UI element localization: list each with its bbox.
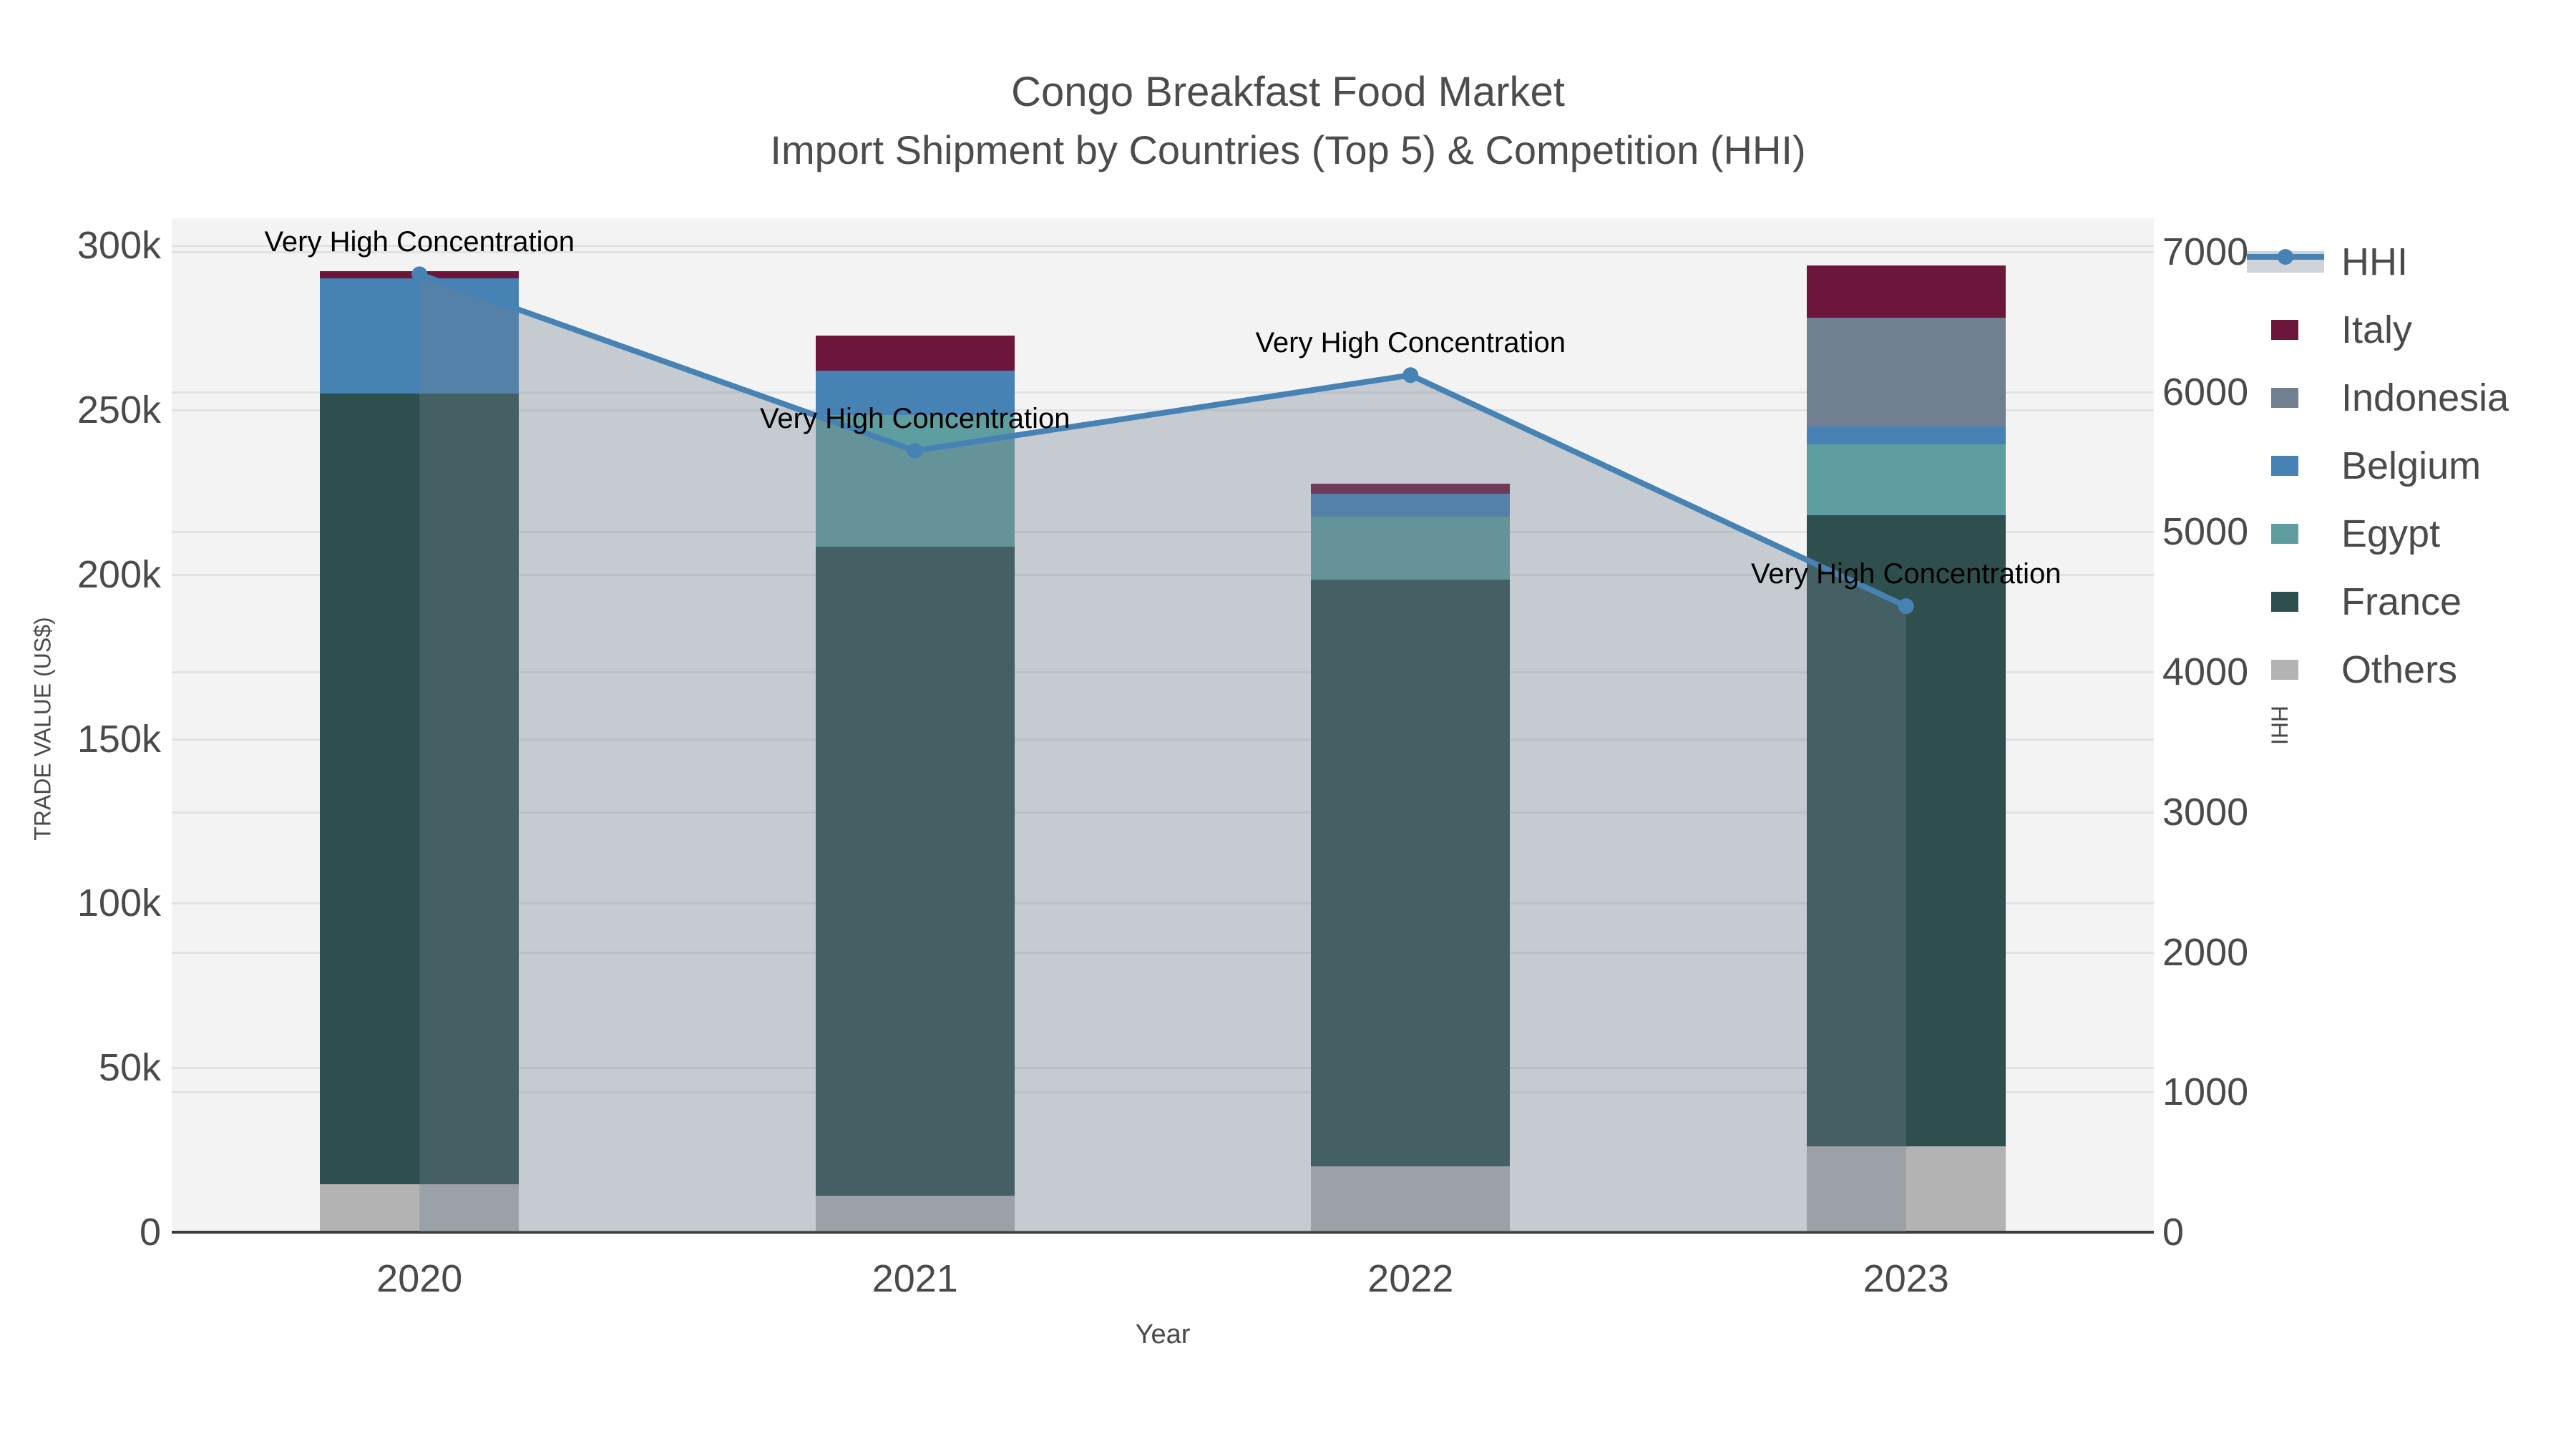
legend-swatch-indonesia-icon	[2247, 387, 2331, 408]
y-right-tick-0: 0	[2162, 1211, 2185, 1254]
gridline-left-100000	[172, 902, 2154, 905]
legend-label-others: Others	[2341, 648, 2458, 691]
annotation-2022: Very High Concentration	[1255, 327, 1566, 359]
legend-label-france: France	[2341, 580, 2462, 623]
gridline-left-50000	[172, 1067, 2154, 1070]
bar-segment-others-2022[interactable]	[1311, 1166, 1511, 1232]
bar-segment-france-2020[interactable]	[320, 393, 519, 1185]
legend-line-sample-icon	[2247, 248, 2331, 273]
y-right-tick-5000: 5000	[2162, 510, 2249, 554]
y-right-tick-4000: 4000	[2162, 650, 2249, 694]
bar-segment-france-2022[interactable]	[1311, 579, 1511, 1167]
y-right-tick-6000: 6000	[2162, 370, 2249, 414]
bar-segment-belgium-2023[interactable]	[1806, 426, 2006, 445]
bar-segment-france-2021[interactable]	[815, 546, 1015, 1196]
legend-item-indonesia[interactable]: Indonesia	[2247, 364, 2509, 431]
legend-item-italy[interactable]: Italy	[2247, 296, 2509, 364]
bar-segment-others-2021[interactable]	[815, 1196, 1015, 1232]
legend-label-italy: Italy	[2341, 308, 2413, 351]
legend-swatch-italy-icon	[2247, 319, 2331, 340]
y-right-tick-2000: 2000	[2162, 930, 2249, 974]
bar-segment-italy-2022[interactable]	[1311, 484, 1511, 494]
chart-subtitle: Import Shipment by Countries (Top 5) & C…	[770, 127, 1806, 172]
annotation-2020: Very High Concentration	[264, 226, 575, 258]
legend-item-hhi[interactable]: HHI	[2247, 228, 2509, 296]
legend-swatch-egypt-icon	[2247, 523, 2331, 544]
gridline-right-2000	[172, 951, 2154, 954]
legend-item-belgium[interactable]: Belgium	[2247, 431, 2509, 499]
legend-label-belgium: Belgium	[2341, 444, 2482, 487]
bar-segment-egypt-2023[interactable]	[1806, 444, 2006, 515]
legend-swatch-france-icon	[2247, 591, 2331, 612]
annotation-2021: Very High Concentration	[759, 402, 1070, 434]
y-right-tick-3000: 3000	[2162, 790, 2249, 834]
bar-segment-egypt-2022[interactable]	[1311, 517, 1511, 580]
bar-segment-belgium-2020[interactable]	[320, 278, 519, 394]
gridline-right-3000	[172, 811, 2154, 814]
y-left-tick-0: 0	[139, 1211, 161, 1254]
gridline-left-300000	[172, 245, 2154, 247]
x-tick-2022: 2022	[1367, 1257, 1454, 1300]
bar-segment-others-2020[interactable]	[320, 1184, 519, 1232]
legend-label-hhi: HHI	[2341, 240, 2408, 283]
y-left-tick-100k: 100k	[77, 882, 161, 925]
y-right-tick-1000: 1000	[2162, 1070, 2249, 1114]
hhi-point-2023[interactable]	[1898, 598, 1914, 615]
legend-item-france[interactable]: France	[2247, 567, 2509, 635]
legend-label-indonesia: Indonesia	[2341, 376, 2509, 419]
gridline-right-1000	[172, 1091, 2154, 1094]
hhi-point-2022[interactable]	[1402, 367, 1419, 384]
y-left-tick-150k: 150k	[77, 717, 161, 761]
gridline-right-7000	[172, 251, 2154, 253]
legend-item-others[interactable]: Others	[2247, 635, 2509, 703]
bar-segment-italy-2021[interactable]	[815, 336, 1015, 371]
annotation-2023: Very High Concentration	[1750, 558, 2062, 590]
bar-segment-italy-2023[interactable]	[1806, 265, 2006, 318]
x-tick-2023: 2023	[1863, 1257, 1949, 1300]
legend: HHI Italy Indonesia Belgium Egypt France Other…	[2247, 228, 2509, 703]
bar-segment-others-2023[interactable]	[1806, 1146, 2006, 1232]
legend-item-egypt[interactable]: Egypt	[2247, 499, 2509, 567]
bar-segment-belgium-2022[interactable]	[1311, 494, 1511, 517]
bar-segment-indonesia-2023[interactable]	[1806, 318, 2006, 426]
legend-swatch-others-icon	[2247, 659, 2331, 680]
x-axis-line	[172, 1231, 2154, 1234]
x-tick-2020: 2020	[376, 1257, 463, 1300]
gridline-right-4000	[172, 671, 2154, 674]
y-left-tick-50k: 50k	[98, 1046, 161, 1090]
x-tick-2021: 2021	[872, 1257, 958, 1300]
gridline-left-150000	[172, 738, 2154, 741]
bar-segment-france-2023[interactable]	[1806, 514, 2006, 1147]
x-axis-title: Year	[1135, 1319, 1191, 1350]
y-left-tick-300k: 300k	[77, 224, 161, 267]
legend-swatch-belgium-icon	[2247, 455, 2331, 476]
legend-label-egypt: Egypt	[2341, 512, 2441, 555]
y-left-tick-200k: 200k	[77, 552, 161, 596]
y-right-tick-7000: 7000	[2162, 230, 2249, 273]
hhi-point-2020[interactable]	[411, 266, 428, 283]
chart-title: Congo Breakfast Food Market	[1011, 69, 1565, 115]
y-left-tick-250k: 250k	[77, 388, 161, 431]
hhi-point-2021[interactable]	[907, 442, 923, 459]
